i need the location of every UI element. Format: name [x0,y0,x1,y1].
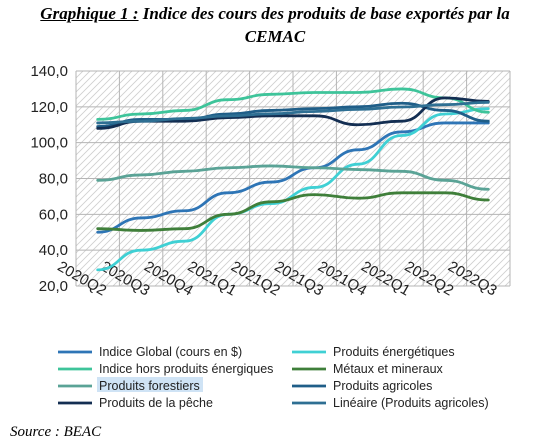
source-note: Source : BEAC [10,424,102,440]
y-tick-label: 80,0 [39,171,68,188]
series-line [96,100,490,125]
series-line [96,164,490,191]
chart-title: Graphique 1 : Indice des cours des produ… [0,2,550,48]
series-line [96,87,490,121]
y-axis-ticks: 20,0 40,0 60,0 80,0 100,0 120,0 140,0 [30,63,68,295]
legend-highlight [97,377,203,392]
chart-title-text: Indice des cours des produits de base ex… [142,4,510,23]
y-tick-label: 60,0 [39,206,68,223]
chart-title-line2: CEMAC [244,27,306,46]
y-tick-label: 140,0 [30,63,68,80]
legend-label: Métaux et mineraux [333,362,444,376]
legend-label: Indice hors produits énergiques [99,362,273,376]
series-line [96,121,490,234]
series-line [96,191,490,232]
series-line [96,107,490,272]
legend: Indice Global (cours en $) Produits énerg… [58,345,489,410]
y-tick-label: 20,0 [39,278,68,295]
legend-label: Produits de la pêche [99,396,213,410]
legend-label: Produits agricoles [333,379,432,393]
legend-label: Produits forestiers [99,379,200,393]
series-line [96,96,490,130]
legend-label: Linéaire (Produits agricoles) [333,396,489,410]
y-tick-label: 120,0 [30,99,68,116]
grid-lines [75,70,511,287]
legend-label: Produits énergétiques [333,345,455,359]
y-tick-label: 100,0 [30,135,68,152]
series-lines [96,87,490,272]
y-tick-label: 40,0 [39,242,68,259]
chart-title-lead: Graphique 1 : [40,4,139,23]
legend-label: Indice Global (cours en $) [99,345,242,359]
